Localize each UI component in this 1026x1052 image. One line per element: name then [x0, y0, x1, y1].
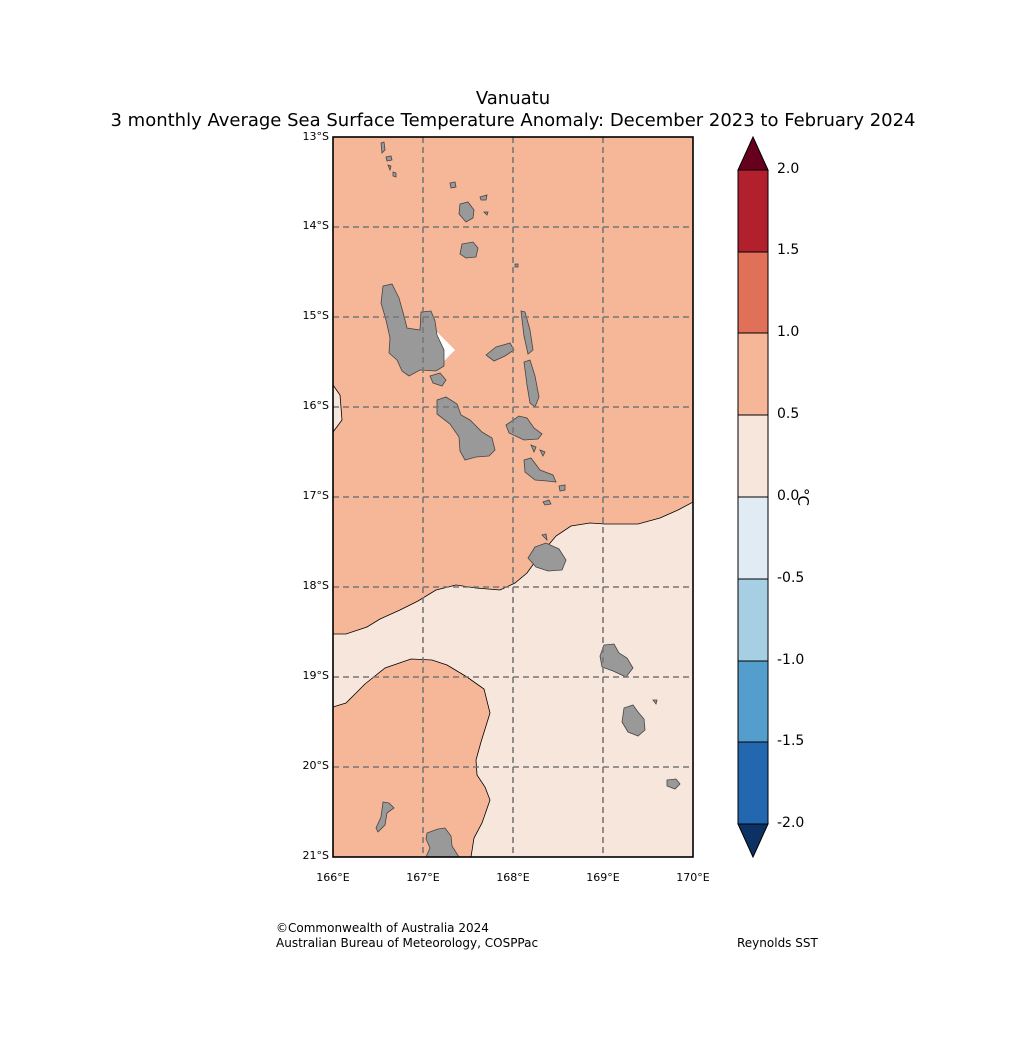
colorbar-tick-neg1.0: -1.0 [777, 652, 805, 668]
lat-label-18s: 18°S [302, 579, 329, 592]
paama-lopevi [530, 444, 546, 457]
aneityum [666, 778, 681, 790]
erromango [599, 643, 634, 678]
vanua-lava [458, 194, 489, 223]
efate [527, 533, 567, 572]
lat-label-15s: 15°S [302, 309, 329, 322]
maewo [520, 310, 534, 355]
agency-text: Australian Bureau of Meteorology, COSPPa… [276, 936, 539, 950]
epi [523, 457, 557, 483]
tongoa [542, 484, 566, 506]
lat-label-21s: 21°S [302, 849, 329, 862]
colorbar-bin-neg1.0-neg0.5 [738, 579, 768, 661]
colorbar-bin-0.5-1.0 [738, 333, 768, 415]
colorbar-tick-0.5: 0.5 [777, 406, 800, 422]
gaua [459, 241, 479, 259]
map-frame [332, 136, 694, 858]
colorbar-bin-neg0.5-0.0 [738, 497, 768, 579]
malo [429, 372, 447, 387]
colorbar-tick-1.5: 1.5 [777, 242, 800, 258]
lon-label-170e: 170°E [676, 871, 710, 884]
colorbar-under-arrow [737, 823, 769, 859]
lat-label-13s: 13°S [302, 130, 329, 143]
colorbar-bin-neg1.5-neg1.0 [738, 661, 768, 742]
new-caledonia-north [375, 801, 395, 833]
copyright-text: ©Commonwealth of Australia 2024 [276, 921, 489, 935]
lon-label-169e: 169°E [586, 871, 620, 884]
lat-label-19s: 19°S [302, 669, 329, 682]
lat-label-14s: 14°S [302, 219, 329, 232]
lon-label-168e: 168°E [496, 871, 530, 884]
torres-islands [380, 141, 397, 178]
map-title: Vanuatu [475, 88, 551, 109]
colorbar-bin-1.5-2.0 [738, 170, 768, 252]
colorbar-tick-1.0: 1.0 [777, 324, 800, 340]
ambrym [505, 415, 543, 441]
ambae [485, 342, 515, 362]
colorbar-tick-neg2.0: -2.0 [777, 815, 805, 831]
islands [375, 141, 681, 858]
colorbar-tick-neg0.5: -0.5 [777, 570, 805, 586]
lat-label-16s: 16°S [302, 399, 329, 412]
data-source-text: Reynolds SST [737, 936, 818, 950]
colorbar-tick-2.0: 2.0 [777, 161, 800, 177]
colorbar-bin-neg2.0-neg1.5 [738, 742, 768, 824]
colorbar-bin-1.0-1.5 [738, 252, 768, 333]
colorbar-tick-neg1.5: -1.5 [777, 733, 805, 749]
belep [425, 827, 460, 858]
ureparapara [449, 181, 457, 189]
graticule [333, 137, 693, 857]
map-subtitle: 3 monthly Average Sea Surface Temperatur… [110, 110, 916, 131]
pentecost [523, 359, 540, 408]
colorbar [737, 135, 769, 859]
tanna [621, 699, 658, 737]
espiritu-santo [380, 283, 445, 377]
lon-label-167e: 167°E [406, 871, 440, 884]
colorbar-bin-0.0-0.5 [738, 415, 768, 497]
colorbar-tick-0.0: 0.0 [777, 488, 800, 504]
footer-attribution: ©Commonwealth of Australia 2024 Australi… [276, 921, 538, 951]
malekula [436, 396, 496, 461]
colorbar-unit-label: °C [794, 488, 812, 506]
lat-label-17s: 17°S [302, 489, 329, 502]
lon-label-166e: 166°E [316, 871, 350, 884]
colorbar-over-arrow [737, 135, 769, 171]
lat-label-20s: 20°S [302, 759, 329, 772]
mere-lava [514, 263, 519, 268]
